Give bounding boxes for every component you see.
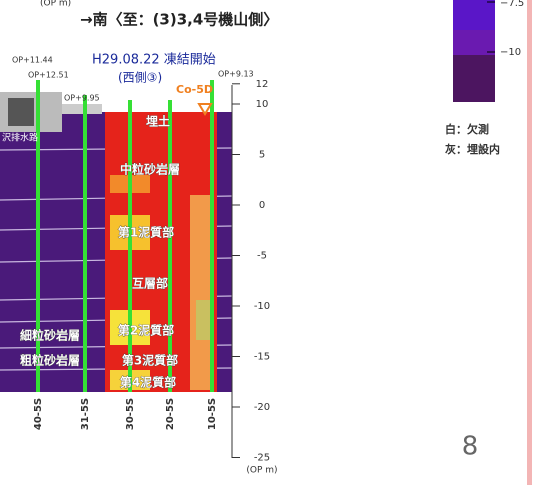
unit-top: (OP m)	[40, 0, 71, 9]
axis-unit: (OP m)	[246, 466, 277, 476]
page-number: 8	[462, 432, 479, 462]
tick-label: -20	[254, 402, 270, 413]
layer-label: 第1泥質部	[118, 225, 174, 240]
colorbar	[453, 0, 495, 30]
tick-label: 12	[256, 79, 269, 90]
layer-label: 埋土	[146, 114, 170, 129]
direction: →南〈至：(3)3,4号機山側〉	[80, 11, 278, 29]
well: Co-5D	[176, 83, 213, 96]
cell	[196, 300, 212, 340]
layer-label: 中粒砂岩層	[120, 162, 180, 177]
well-marker	[197, 103, 213, 116]
tick-label: 10	[256, 99, 269, 110]
layer-label: 互層部	[132, 276, 168, 291]
cell	[190, 195, 212, 390]
op-level: OP+9.13	[218, 70, 254, 79]
colorbar-label: −10	[500, 47, 521, 58]
layer-label: 粗粒砂岩層	[20, 353, 80, 368]
op-level: OP+12.51	[28, 71, 69, 80]
borehole-label: 31-5S	[80, 398, 91, 430]
borehole-label: 20-5S	[165, 398, 176, 430]
borehole-label: 10-5S	[207, 398, 218, 430]
colorbar-label: −7.5	[500, 0, 524, 9]
tick-label: 5	[259, 150, 265, 161]
tick-label: -10	[254, 301, 270, 312]
border	[527, 0, 532, 485]
building	[8, 98, 34, 126]
spacer	[0, 0, 4, 4]
freeze-start: H29.08.22 凍結開始	[92, 52, 216, 68]
op-level: OP+9.95	[64, 94, 100, 103]
tick-label: 0	[259, 200, 265, 211]
layer-label: 細粒砂岩層	[20, 328, 80, 343]
legend-note: 白：欠測	[445, 122, 489, 136]
borehole-label: 30-5S	[125, 398, 136, 430]
legend-note: 灰：埋設内	[445, 142, 500, 156]
tick-label: -5	[257, 251, 267, 262]
depth-axis: 12 10 5 0 -5 -10 -15 -20 -25	[231, 79, 270, 464]
layer-label: 第3泥質部	[122, 353, 178, 368]
ground	[62, 104, 102, 114]
layer-label: 第4泥質部	[120, 375, 176, 390]
tick-label: -15	[254, 352, 270, 363]
drain: 沢排水路	[2, 132, 38, 144]
colorbar	[453, 55, 495, 102]
layer-label: 第2泥質部	[118, 323, 174, 338]
op-level: OP+11.44	[12, 56, 53, 65]
side: (西側③)	[118, 71, 162, 85]
colorbar	[453, 30, 495, 55]
borehole-labels: 40-5S 31-5S 30-5S 20-5S 10-5S	[33, 398, 218, 430]
borehole-label: 40-5S	[33, 398, 44, 430]
boreholes	[36, 80, 214, 392]
tick-label: -25	[254, 453, 270, 464]
